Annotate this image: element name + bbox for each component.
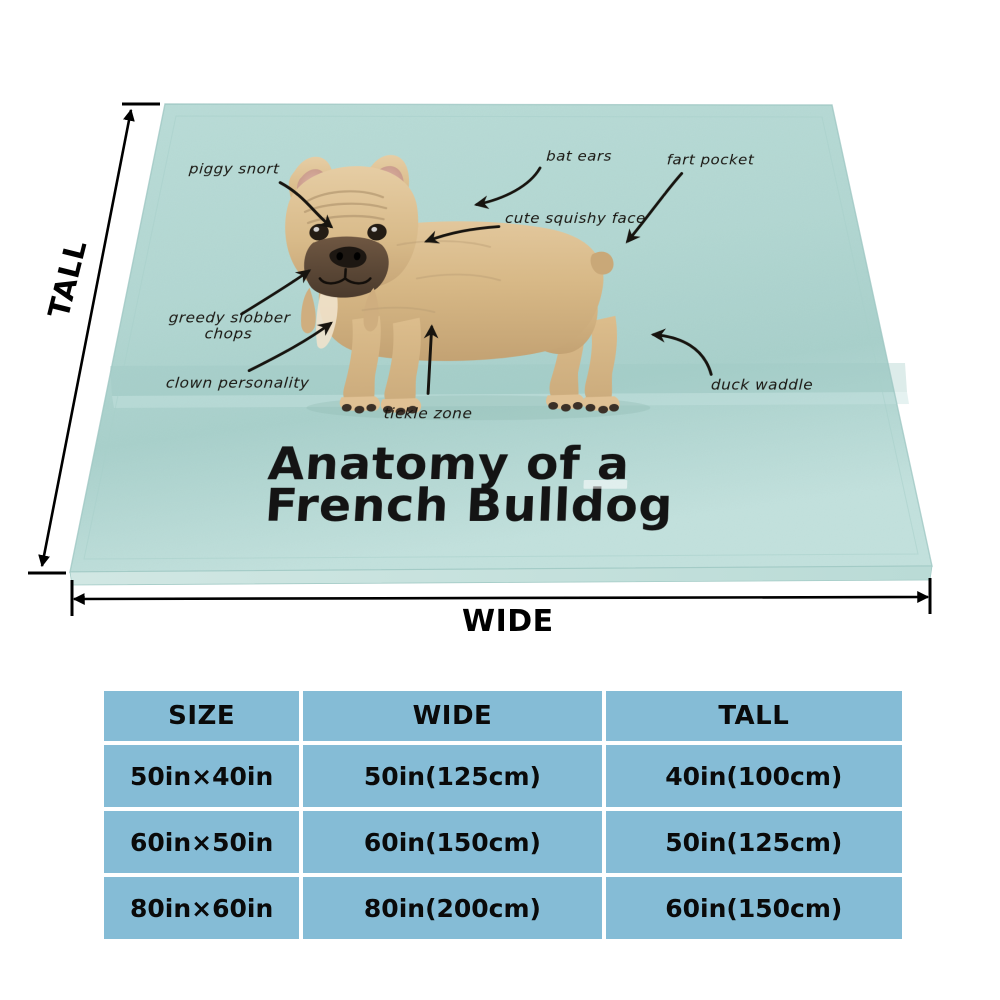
cell-size: 60in×50in <box>104 811 300 873</box>
table-row: 80in×60in 80in(200cm) 60in(150cm) <box>104 877 902 939</box>
size-chart-table: SIZE WIDE TALL 50in×40in 50in(125cm) 40i… <box>100 687 906 943</box>
cell-wide: 50in(125cm) <box>303 745 602 807</box>
cell-size: 80in×60in <box>104 877 300 939</box>
tall-dimension-arrow <box>38 108 135 568</box>
blanket-design: bat ears piggy snort cute squishy face f… <box>150 126 855 580</box>
table-header-row: SIZE WIDE TALL <box>104 691 902 741</box>
cell-tall: 40in(100cm) <box>605 745 902 807</box>
table-header-tall: TALL <box>605 691 902 741</box>
wide-dimension-label: WIDE <box>462 604 554 639</box>
table-header-size: SIZE <box>104 691 300 741</box>
dimension-callouts: TALL WIDE <box>28 102 932 639</box>
dimension-arrow-lines <box>28 102 932 616</box>
cell-wide: 60in(150cm) <box>303 811 602 873</box>
cell-wide: 80in(200cm) <box>303 877 602 939</box>
table-header-wide: WIDE <box>303 691 602 741</box>
cell-tall: 60in(150cm) <box>605 877 902 939</box>
cell-size: 50in×40in <box>104 745 300 807</box>
product-mockup: bat ears piggy snort cute squishy face f… <box>0 0 1000 660</box>
cell-tall: 50in(125cm) <box>605 811 902 873</box>
table-row: 60in×50in 60in(150cm) 50in(125cm) <box>104 811 902 873</box>
table-row: 50in×40in 50in(125cm) 40in(100cm) <box>104 745 902 807</box>
french-bulldog-photo <box>280 154 651 421</box>
wide-dimension-arrow <box>72 591 930 605</box>
